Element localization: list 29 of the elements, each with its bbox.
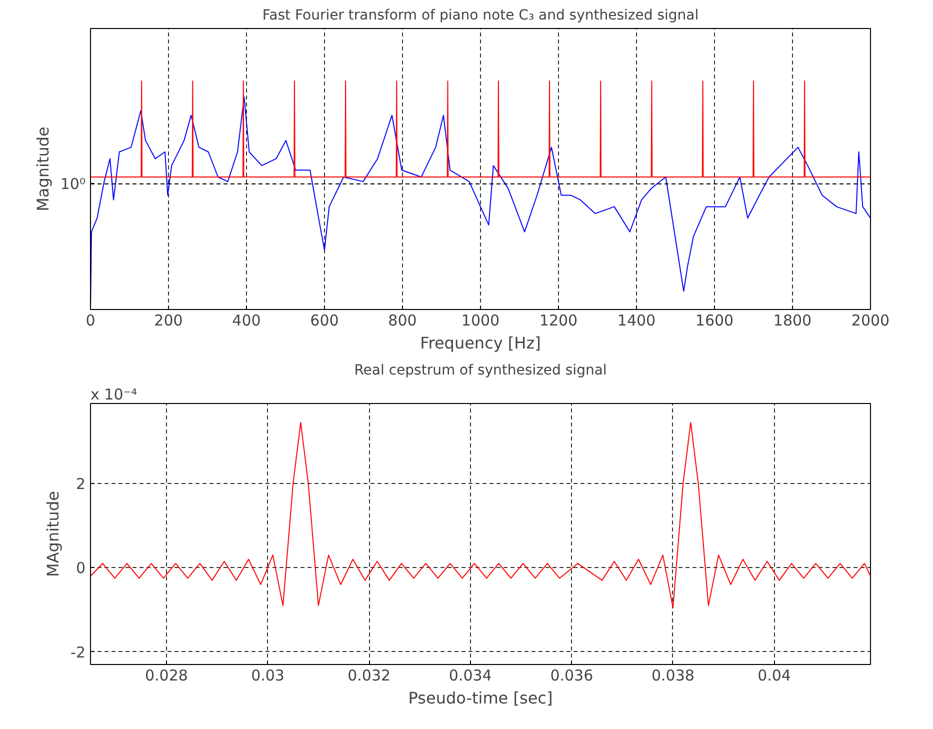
- x-tick-label: 1800: [773, 312, 812, 330]
- ref-line-label: 10⁰: [60, 174, 86, 193]
- x-tick-label: 1400: [617, 312, 656, 330]
- y-axis-title: Magnitude: [33, 126, 52, 212]
- x-axis-title: Frequency [Hz]: [420, 334, 541, 352]
- x-tick-label: 2000: [851, 312, 890, 330]
- x-tick-label: 200: [154, 312, 183, 330]
- x-tick-label: 0.028: [145, 666, 188, 684]
- x-tick-label: 0.034: [448, 666, 492, 684]
- x-tick-label: 0.032: [348, 666, 391, 684]
- x-tick-label: 600: [310, 312, 339, 330]
- y-tick-label: -2: [70, 643, 86, 662]
- x-tick-label: 800: [388, 312, 417, 330]
- x-tick-label: 0.04: [758, 666, 791, 684]
- y-tick-label: 2: [76, 474, 86, 493]
- x-tick-label: 1000: [461, 312, 500, 330]
- chart-title: Fast Fourier transform of piano note C₃ and synthesized signal: [262, 8, 699, 24]
- x-tick-label: 400: [232, 312, 261, 330]
- text: x 10⁻⁴: [90, 386, 138, 404]
- chart-title: Real cepstrum of synthesized signal: [354, 362, 607, 378]
- y-axis-title: MAgnitude: [44, 491, 63, 577]
- x-tick-label: 0.036: [550, 666, 594, 684]
- x-axis-title: Pseudo-time [sec]: [408, 688, 553, 708]
- x-tick-label: 1600: [695, 312, 734, 330]
- y-tick-label: 0: [76, 559, 86, 578]
- x-tick-label: 1200: [539, 312, 578, 330]
- line-series: [90, 422, 870, 608]
- x-tick-label: 0.03: [251, 666, 284, 684]
- x-tick-label: 0.038: [651, 666, 694, 684]
